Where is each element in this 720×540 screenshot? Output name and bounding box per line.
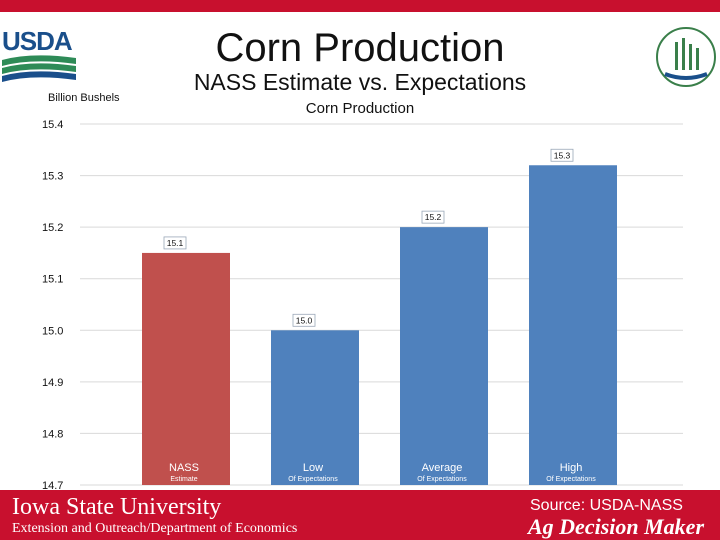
bar-chart: NASS Estimate vs. Expectations Billion B… xyxy=(42,69,683,490)
category-label: High xyxy=(560,462,583,474)
ag-decision-maker-brand: Ag Decision Maker xyxy=(528,514,704,539)
y-tick-label: 15.4 xyxy=(42,119,63,131)
category-sublabel: Of Expectations xyxy=(288,476,338,483)
data-label: 15.2 xyxy=(425,212,442,222)
data-label-box xyxy=(292,313,316,327)
y-tick-label: 15.0 xyxy=(42,325,63,337)
chart-title: NASS Estimate vs. Expectations xyxy=(194,69,526,95)
bar-low xyxy=(271,330,359,485)
y-tick-label: 14.9 xyxy=(42,377,63,389)
extension-text: Extension and Outreach/Department of Eco… xyxy=(12,521,298,536)
y-tick-label: 15.2 xyxy=(42,222,63,234)
data-label-box xyxy=(550,148,574,162)
category-sublabel: Estimate xyxy=(170,476,197,483)
category-sublabel: Of Expectations xyxy=(546,476,596,483)
source-text: Source: USDA-NASS xyxy=(530,497,683,514)
chart-subtitle: Corn Production xyxy=(306,100,414,117)
usda-logo: USDA xyxy=(2,26,73,56)
bar-nass xyxy=(142,252,230,485)
data-label: 15.3 xyxy=(554,150,571,160)
top-accent-bar xyxy=(0,0,720,12)
slide-title: Corn Production xyxy=(215,26,505,70)
bar-high xyxy=(529,165,617,485)
y-tick-label: 15.1 xyxy=(42,274,63,286)
category-label: Low xyxy=(303,462,323,474)
data-label: 15.0 xyxy=(296,315,313,325)
agriculture-counts-logo xyxy=(656,27,716,87)
category-label: NASS xyxy=(169,462,199,474)
y-tick-label: 15.3 xyxy=(42,171,63,183)
chart-y-axis-label: Billion Bushels xyxy=(48,92,120,104)
category-sublabel: Of Expectations xyxy=(417,476,467,483)
data-label-box xyxy=(163,236,187,250)
bar-average xyxy=(400,227,488,485)
y-tick-label: 14.7 xyxy=(42,480,63,490)
y-tick-label: 14.8 xyxy=(42,428,63,440)
data-label-box xyxy=(421,210,445,224)
category-label: Average xyxy=(422,462,463,474)
footer-bar xyxy=(0,490,720,540)
usda-logo-waves xyxy=(2,55,76,82)
iowa-state-university-wordmark: Iowa State University xyxy=(12,494,222,520)
data-label: 15.1 xyxy=(167,238,184,248)
